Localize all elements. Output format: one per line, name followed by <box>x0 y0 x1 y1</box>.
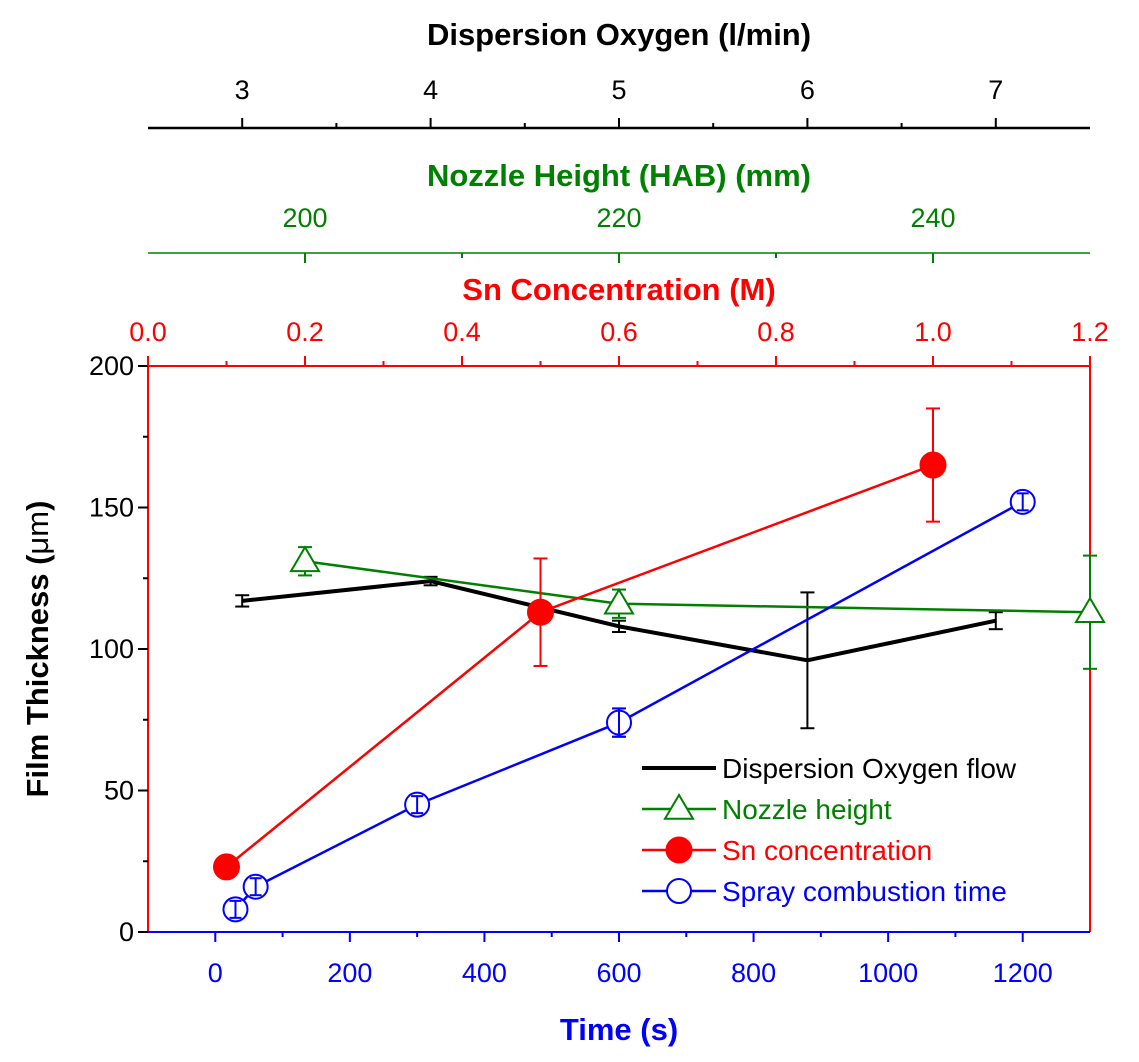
oxygen-tick-label: 6 <box>800 75 815 105</box>
sn-tick-label: 0.6 <box>600 317 638 347</box>
legend-label: Dispersion Oxygen flow <box>722 753 1017 784</box>
legend-label: Sn concentration <box>722 835 932 866</box>
series-line-1 <box>304 560 1091 614</box>
y-tick-label: 150 <box>89 493 134 523</box>
sn-tick-label: 1.0 <box>914 317 952 347</box>
data-point <box>1074 596 1106 624</box>
oxygen-tick-label: 5 <box>611 75 626 105</box>
legend-marker <box>666 878 692 904</box>
y-tick-label: 100 <box>89 634 134 664</box>
sn-tick-label: 0.8 <box>757 317 795 347</box>
y-tick-label: 50 <box>104 776 134 806</box>
time-tick-label: 400 <box>462 958 507 988</box>
time-tick-label: 0 <box>208 958 223 988</box>
oxygen-tick-label: 7 <box>988 75 1003 105</box>
y-axis-title-prefix: Film Thickness ( <box>20 554 55 798</box>
legend-marker <box>663 793 695 820</box>
y-axis-title-suffix: ) <box>20 501 55 511</box>
nozzle-tick-label: 200 <box>282 203 327 233</box>
time-tick-label: 800 <box>731 958 776 988</box>
data-point <box>213 853 240 881</box>
nozzle-tick-label: 220 <box>596 203 641 233</box>
y-axis-title: Film Thickness (μm) <box>20 501 55 798</box>
y-axis-title-unit: μm <box>20 511 55 555</box>
time-tick-label: 1000 <box>858 958 918 988</box>
data-point <box>527 598 554 626</box>
sn-tick-label: 1.2 <box>1071 317 1109 347</box>
sn-tick-label: 0.2 <box>286 317 324 347</box>
sn-axis-title: Sn Concentration (M) <box>462 272 775 307</box>
legend-label: Spray combustion time <box>722 876 1007 907</box>
sn-tick-label: 0.4 <box>443 317 481 347</box>
data-point <box>289 545 321 573</box>
nozzle-axis-title: Nozzle Height (HAB) (mm) <box>427 158 811 193</box>
data-point <box>919 451 947 479</box>
oxygen-axis-title: Dispersion Oxygen (l/min) <box>427 17 811 52</box>
y-tick-label: 0 <box>119 917 134 947</box>
legend-label: Nozzle height <box>722 794 892 825</box>
sn-tick-label: 0.0 <box>129 317 167 347</box>
time-tick-label: 1200 <box>993 958 1053 988</box>
oxygen-tick-label: 3 <box>235 75 250 105</box>
legend-marker <box>665 836 693 864</box>
oxygen-tick-label: 4 <box>423 75 438 105</box>
time-axis-title: Time (s) <box>560 1012 678 1047</box>
time-tick-label: 600 <box>596 958 641 988</box>
time-tick-label: 200 <box>327 958 372 988</box>
nozzle-tick-label: 240 <box>910 203 955 233</box>
data-point <box>603 587 635 615</box>
y-tick-label: 200 <box>89 351 134 381</box>
